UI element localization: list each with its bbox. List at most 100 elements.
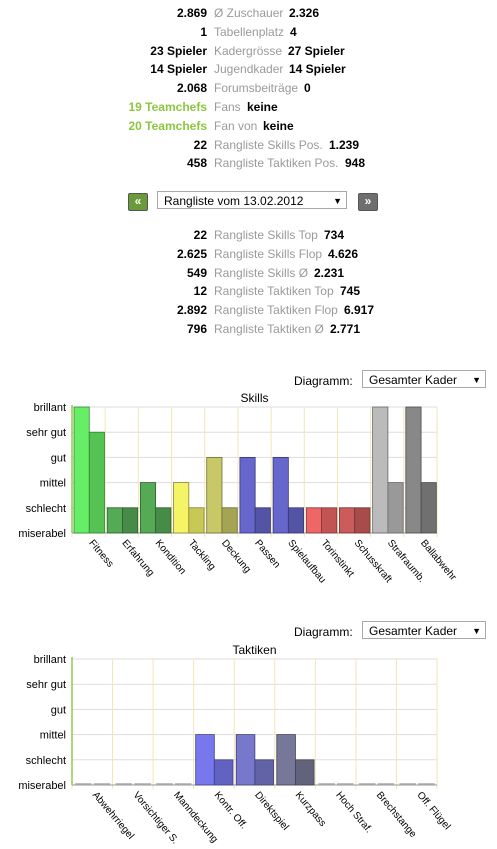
bar — [139, 482, 157, 534]
compare-row: 20 Teamchefs Fan von keine — [0, 117, 497, 135]
y-tick-label: mittel — [40, 478, 66, 490]
y-tick-label: gut — [51, 704, 66, 716]
x-tick-label: Tackling — [186, 538, 218, 573]
compare-label: Rangliste Skills Top — [214, 228, 318, 242]
own-team-value: 22 — [193, 137, 207, 152]
own-team-value: 2.869 — [176, 6, 207, 20]
compare-label: Rangliste Taktiken Pos. — [214, 156, 339, 171]
bar — [287, 507, 305, 534]
bar — [239, 457, 256, 534]
next-ranking-button[interactable]: » — [358, 193, 378, 211]
y-tick-label: brillant — [34, 402, 66, 414]
compare-row: 19 Teamchefs Fans keine — [0, 98, 497, 116]
own-team-value: 22 — [193, 228, 207, 242]
opponent-team-value: 948 — [345, 156, 366, 171]
compare-row: 2.892 Rangliste Taktiken Flop 6.917 — [0, 301, 497, 319]
bar — [213, 759, 234, 786]
opponent-team-value: keine — [247, 100, 278, 114]
chevron-down-icon: ▼ — [472, 626, 481, 636]
x-tick-label: Direktspiel — [252, 790, 290, 833]
ranking-date-select[interactable]: Rangliste vom 13.02.2012 ▼ — [157, 191, 347, 209]
compare-row: 22 Rangliste Skills Pos. 1.239 — [0, 136, 497, 154]
bar — [73, 406, 90, 534]
diagram-label: Diagramm: — [294, 625, 353, 639]
x-tick-label: Abwehrriegel — [90, 790, 136, 842]
opponent-team-value: 6.917 — [344, 303, 375, 318]
x-tick-label: Kurzpass — [293, 790, 328, 829]
opponent-team-value: 14 Spieler — [289, 62, 346, 77]
own-team-value: 796 — [186, 322, 207, 336]
compare-label: Rangliste Taktiken Top — [214, 284, 334, 299]
x-tick-label: Hoch Straf. — [333, 790, 374, 835]
compare-row: 2.068 Forumsbeiträge 0 — [0, 79, 497, 97]
opponent-team-value: 2.231 — [314, 265, 345, 280]
compare-row: 458 Rangliste Taktiken Pos. 948 — [0, 154, 497, 172]
compare-label: Ø Zuschauer — [214, 6, 284, 20]
bar — [254, 759, 274, 786]
diagram-select-taktiken[interactable]: Gesamter Kader ▼ — [362, 621, 486, 639]
own-team-value: 2.625 — [176, 246, 207, 261]
own-team-value: 14 Spieler — [150, 62, 207, 77]
y-tick-label: sehr gut — [26, 679, 66, 691]
bar — [195, 734, 215, 786]
compare-label: Forumsbeiträge — [214, 81, 299, 96]
y-tick-label: gut — [51, 452, 66, 464]
bar — [305, 507, 322, 534]
diagram-select-value: Gesamter Kader — [369, 373, 458, 387]
compare-row: 12 Rangliste Taktiken Top 745 — [0, 282, 497, 300]
compare-label: Rangliste Skills Ø — [214, 265, 309, 280]
x-tick-label: Passen — [252, 538, 282, 571]
x-tick-label: Brechstange — [374, 790, 419, 840]
compare-row: 2.869 Ø Zuschauer 2.326 — [0, 4, 497, 22]
y-tick-label: miserabel — [18, 780, 66, 792]
bar — [354, 507, 371, 534]
y-tick-label: schlecht — [26, 755, 66, 767]
compare-label: Tabellenplatz — [214, 24, 285, 39]
chart-title: Taktiken — [232, 643, 276, 657]
x-tick-label: Erfahrung — [119, 538, 156, 579]
own-team-value: 19 Teamchefs — [128, 100, 208, 114]
bar — [173, 482, 190, 534]
bar — [295, 759, 315, 786]
bar — [276, 734, 296, 786]
chart-title: Skills — [240, 391, 268, 405]
bar — [387, 482, 404, 534]
bar — [188, 507, 205, 534]
bar — [339, 507, 356, 534]
compare-row: 23 Spieler Kadergrösse 27 Spieler — [0, 42, 497, 60]
y-tick-label: mittel — [40, 730, 66, 742]
diagram-select-skills[interactable]: Gesamter Kader ▼ — [362, 370, 486, 388]
opponent-team-value: 745 — [340, 284, 361, 299]
bar — [372, 406, 389, 534]
compare-row: 796 Rangliste Taktiken Ø 2.771 — [0, 320, 497, 338]
compare-row: 14 Spieler Jugendkader 14 Spieler — [0, 60, 497, 78]
skills-chart: Skills miserabel schlecht mittel gut sehr gut… — [18, 391, 458, 585]
compare-label: Jugendkader — [214, 62, 284, 77]
previous-ranking-button[interactable]: « — [128, 193, 148, 211]
opponent-team-value: 2.326 — [289, 6, 320, 20]
own-team-value: 20 Teamchefs — [128, 118, 208, 133]
opponent-team-value: 0 — [304, 81, 311, 96]
x-tick-label: Fitness — [86, 538, 115, 570]
compare-label: Fans — [214, 100, 241, 114]
chevron-down-icon: ▼ — [333, 196, 342, 206]
compare-label: Kadergrösse — [214, 43, 283, 58]
opponent-team-value: 2.771 — [330, 322, 361, 336]
diagram-label: Diagramm: — [294, 374, 353, 388]
x-tick-label: Deckung — [219, 538, 253, 575]
opponent-team-value: 1.239 — [329, 137, 360, 152]
opponent-team-value: 4.626 — [328, 246, 359, 261]
own-team-value: 549 — [186, 265, 207, 280]
compare-row: 2.625 Rangliste Skills Flop 4.626 — [0, 245, 497, 263]
y-tick-label: brillant — [34, 654, 66, 666]
bar — [155, 507, 172, 534]
compare-row: 1 Tabellenplatz 4 — [0, 23, 497, 41]
x-tick-label: Kondition — [153, 538, 188, 577]
bar — [420, 482, 437, 534]
bar — [321, 507, 338, 534]
own-team-value: 458 — [186, 156, 207, 171]
opponent-team-value: keine — [263, 118, 294, 133]
bar — [106, 507, 123, 534]
bar — [88, 431, 105, 534]
compare-label: Rangliste Taktiken Flop — [214, 303, 338, 318]
